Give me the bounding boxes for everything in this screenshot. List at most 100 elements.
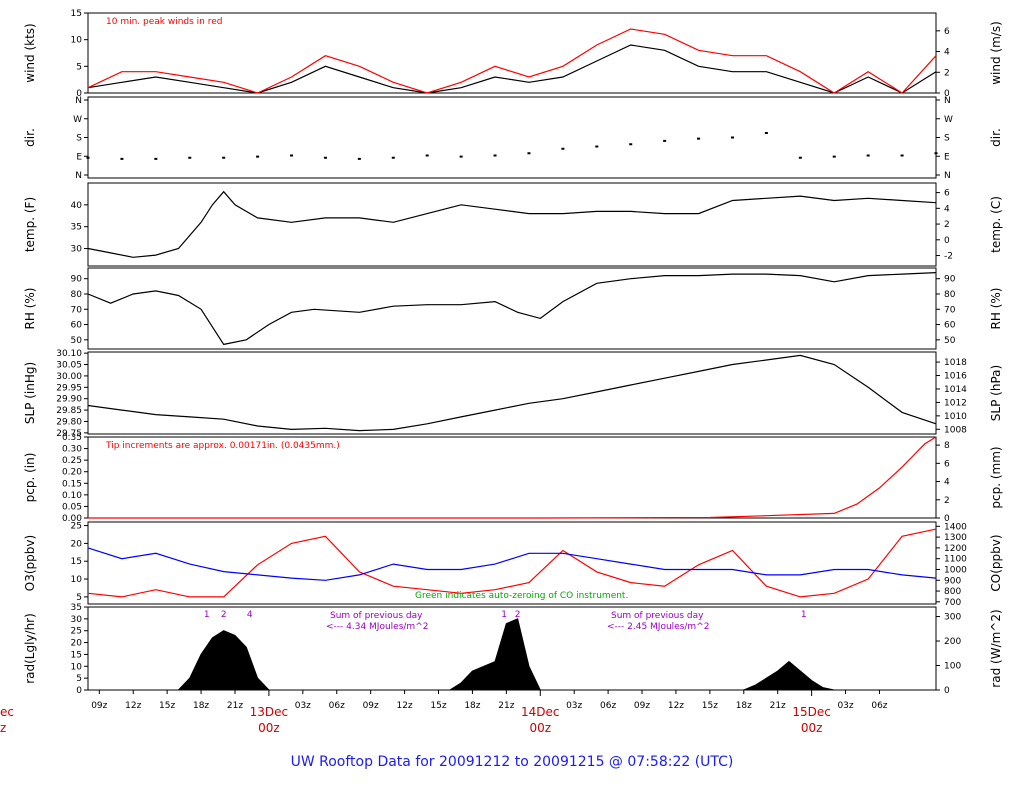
ytick-label-left: 35 xyxy=(71,223,82,233)
xtick-label: 03z xyxy=(566,701,582,711)
ytick-label-left: 29.95 xyxy=(56,383,82,393)
ytick-label-right: N xyxy=(944,96,951,106)
panel-annotation: Green indicates auto-zeroing of CO instr… xyxy=(415,591,628,601)
xtick-label: 15z xyxy=(430,701,446,711)
ytick-label-right: 700 xyxy=(944,598,961,608)
ytick-label-left: 0 xyxy=(76,89,82,99)
ylabel-right: CO(ppbv) xyxy=(989,534,1003,591)
ytick-label-right: 6 xyxy=(944,27,950,37)
day-hour-label-cutoff: z xyxy=(0,721,6,735)
panel-wind: 0 5 10 15 0 2 4 6 wind (kts) wind (m/s) 10 min. pe… xyxy=(23,9,1003,99)
data-point xyxy=(595,145,599,148)
data-point xyxy=(697,137,701,140)
ytick-label-left: N xyxy=(75,96,82,106)
data-point xyxy=(900,154,904,157)
data-point xyxy=(798,156,802,159)
ylabel-right: rad (W/m^2) xyxy=(989,609,1003,687)
series-line xyxy=(87,190,937,258)
ytick-label-right: 0 xyxy=(944,686,950,696)
ytick-label-left: 29.90 xyxy=(56,395,82,405)
ytick-label-right: 1100 xyxy=(944,555,967,565)
series-line xyxy=(87,28,937,94)
data-point xyxy=(391,156,395,159)
xtick-label: 12z xyxy=(125,701,141,711)
ylabel-right: wind (m/s) xyxy=(989,21,1003,85)
ytick-label-right: 1010 xyxy=(944,412,967,422)
ytick-label-right: 100 xyxy=(944,662,961,672)
data-point xyxy=(561,147,565,150)
ytick-label-right: 8 xyxy=(944,441,950,451)
series-line xyxy=(87,272,937,346)
ylabel-left: temp. (F) xyxy=(23,197,37,252)
ytick-label-right: 300 xyxy=(944,613,961,623)
data-point xyxy=(866,154,870,157)
data-point xyxy=(256,155,260,158)
panel-frame xyxy=(87,521,937,605)
data-point xyxy=(663,139,667,142)
day-label: 14Dec xyxy=(521,705,560,719)
ytick-label-left: 0.15 xyxy=(62,479,82,489)
panel-annotation: 10 min. peak winds in red xyxy=(106,17,223,27)
x-axis: 09z 12z 15z 18z 21z 03z 06z 09z 12z 15z 18z 21z 03z 0… xyxy=(0,690,888,735)
ylabel-left: rad(Lgly/hr) xyxy=(23,613,37,684)
ylabel-right: pcp. (mm) xyxy=(989,446,1003,508)
ytick-label-left: 10 xyxy=(71,36,83,46)
ytick-label-left: 0.30 xyxy=(62,445,82,455)
ytick-label-right: 0 xyxy=(944,89,950,99)
ytick-label-left: S xyxy=(76,134,82,144)
panel-temp: 30 35 40 -2 0 2 4 6 temp. (F) temp. (C) xyxy=(23,182,1003,267)
ytick-label-right: 2 xyxy=(944,68,950,78)
ytick-label-left: 20 xyxy=(71,639,83,649)
ytick-label-right: 800 xyxy=(944,587,961,597)
ytick-label-left: 10 xyxy=(71,662,83,672)
panel-rh: 50 60 70 80 90 50 60 70 80 90 RH (%) RH (%) xyxy=(23,267,1003,350)
ytick-label-right: 70 xyxy=(944,305,956,315)
ytick-label-left: 29.75 xyxy=(56,429,82,439)
ytick-label-left: E xyxy=(76,152,82,162)
radiation-tick-label: 2 xyxy=(221,610,227,620)
day-label: 13Dec xyxy=(250,705,289,719)
ytick-label-right: E xyxy=(944,152,950,162)
ytick-label-right: 1012 xyxy=(944,398,967,408)
ytick-label-right: 50 xyxy=(944,336,956,346)
data-point xyxy=(934,152,938,155)
xtick-label: 09z xyxy=(91,701,107,711)
ylabel-left: pcp. (in) xyxy=(23,453,37,503)
ylabel-right: RH (%) xyxy=(989,288,1003,330)
data-point xyxy=(764,132,768,134)
ytick-label-right: 4 xyxy=(944,48,950,58)
xtick-label: 18z xyxy=(193,701,209,711)
ytick-label-right: 1400 xyxy=(944,522,967,532)
ytick-label-left: 29.80 xyxy=(56,417,82,427)
ytick-label-right: 90 xyxy=(944,275,956,285)
xtick-label: 21z xyxy=(770,701,786,711)
ytick-label-right: 6 xyxy=(944,189,950,199)
ytick-label-left: 90 xyxy=(71,275,83,285)
ytick-label-left: 35 xyxy=(71,603,82,613)
radiation-sum-note: Sum of previous day xyxy=(330,611,423,621)
ytick-label-left: 5 xyxy=(76,674,82,684)
ytick-label-right: 1016 xyxy=(944,372,967,382)
ytick-label-left: 0.35 xyxy=(62,433,82,443)
ytick-label-right: 1014 xyxy=(944,385,967,395)
radiation-sum-note: Sum of previous day xyxy=(611,611,704,621)
xtick-label: 21z xyxy=(498,701,514,711)
ytick-label-left: 10 xyxy=(71,575,83,585)
ytick-label-right: 6 xyxy=(944,459,950,469)
ytick-label-right: 4 xyxy=(944,478,950,488)
series-line xyxy=(87,528,937,598)
panel-frame xyxy=(87,267,937,350)
xtick-label: 09z xyxy=(363,701,379,711)
ytick-label-right: W xyxy=(944,115,953,125)
ytick-label-left: N xyxy=(75,171,82,181)
series-area xyxy=(88,618,936,691)
ylabel-left: wind (kts) xyxy=(23,23,37,82)
series-line xyxy=(88,436,937,519)
xtick-label: 09z xyxy=(634,701,650,711)
data-point xyxy=(730,136,734,139)
ytick-label-right: 0 xyxy=(944,514,950,524)
chart-title: UW Rooftop Data for 20091212 to 20091215… xyxy=(291,754,734,770)
